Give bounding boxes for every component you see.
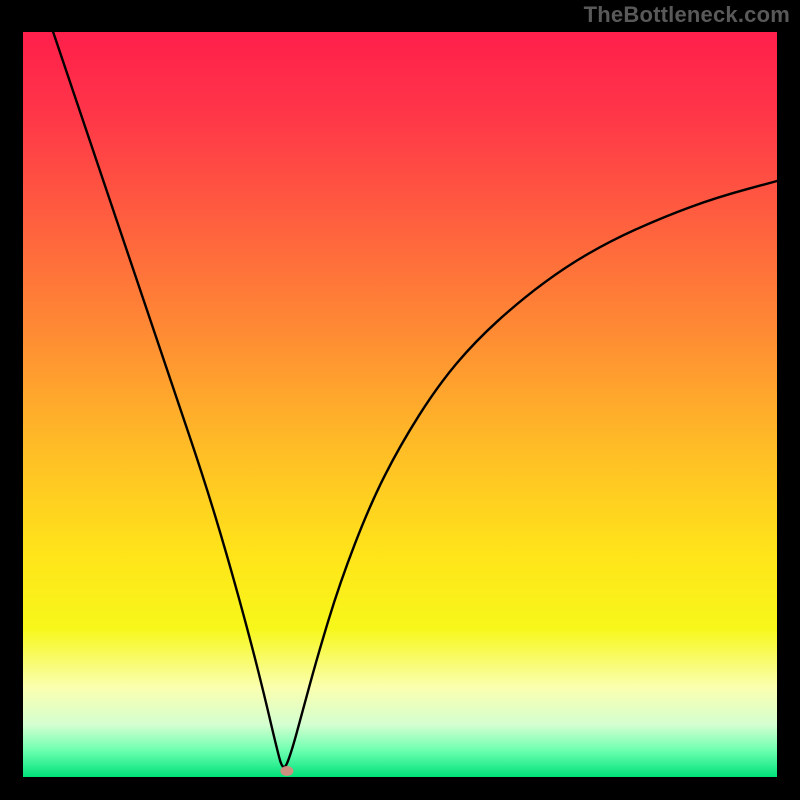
chart-container: TheBottleneck.com	[0, 0, 800, 800]
optimal-point-marker	[280, 766, 293, 776]
bottleneck-chart	[0, 0, 800, 800]
chart-plot-background	[23, 32, 777, 777]
watermark-label: TheBottleneck.com	[584, 2, 790, 28]
